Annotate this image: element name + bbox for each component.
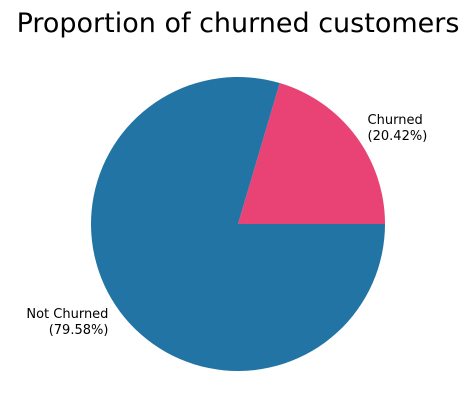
pie-label-name: Not Churned: [26, 307, 108, 322]
chart-title: Proportion of churned customers: [17, 8, 460, 39]
pie-label-name: Churned: [368, 113, 423, 128]
pie-label-not-churned: Not Churned (79.58%): [26, 307, 108, 338]
pie-slice-churned: [238, 83, 386, 224]
pie-label-percent: (20.42%): [368, 129, 428, 144]
pie-labels: Churned (20.42%) Not Churned (79.58%): [26, 113, 427, 338]
pie-label-percent: (79.58%): [49, 323, 109, 338]
pie-slice-not-churned: [91, 76, 385, 371]
pie-label-churned: Churned (20.42%): [368, 113, 428, 144]
pie-slices: [91, 76, 386, 371]
